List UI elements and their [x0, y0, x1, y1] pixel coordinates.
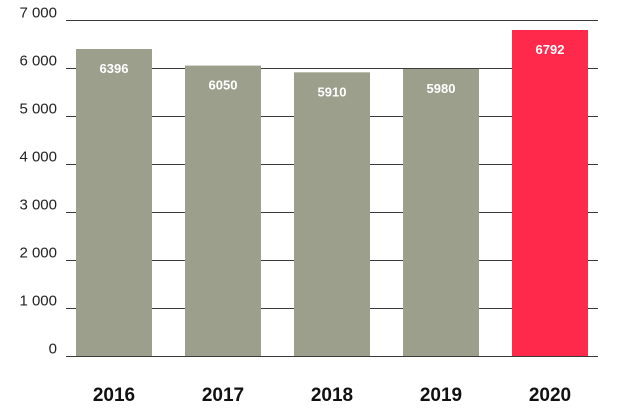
- bar-2019: [403, 68, 479, 357]
- bars: [76, 29, 588, 357]
- y-tick-label: 1 000: [19, 293, 57, 310]
- bar-2020: [512, 29, 588, 356]
- bar-2018: [294, 72, 370, 356]
- bar-2016: [76, 48, 152, 356]
- data-label: 6050: [209, 78, 238, 93]
- y-tick-label: 0: [49, 341, 57, 358]
- y-tick-label: 4 000: [19, 149, 57, 166]
- x-category-label: 2018: [311, 385, 353, 406]
- y-tick-label: 3 000: [19, 197, 57, 214]
- data-label: 6396: [100, 61, 129, 76]
- x-axis-category-labels: 2016 2017 2018 2019 2020: [93, 385, 571, 406]
- data-label: 5980: [427, 81, 456, 96]
- data-label: 5910: [318, 84, 347, 99]
- y-tick-label: 7 000: [19, 5, 57, 22]
- x-category-label: 2020: [529, 385, 571, 406]
- y-axis-tick-labels: 0 1 000 2 000 3 000 4 000 5 000 6 000 7 000: [19, 5, 57, 358]
- y-tick-label: 5 000: [19, 101, 57, 118]
- data-label: 6792: [536, 42, 565, 57]
- x-category-label: 2019: [420, 385, 462, 406]
- x-category-label: 2016: [93, 385, 135, 406]
- bar-2017: [185, 65, 261, 356]
- y-tick-label: 6 000: [19, 53, 57, 70]
- x-category-label: 2017: [202, 385, 244, 406]
- data-labels: 6396 6050 5910 5980 6792: [100, 42, 565, 99]
- y-tick-label: 2 000: [19, 245, 57, 262]
